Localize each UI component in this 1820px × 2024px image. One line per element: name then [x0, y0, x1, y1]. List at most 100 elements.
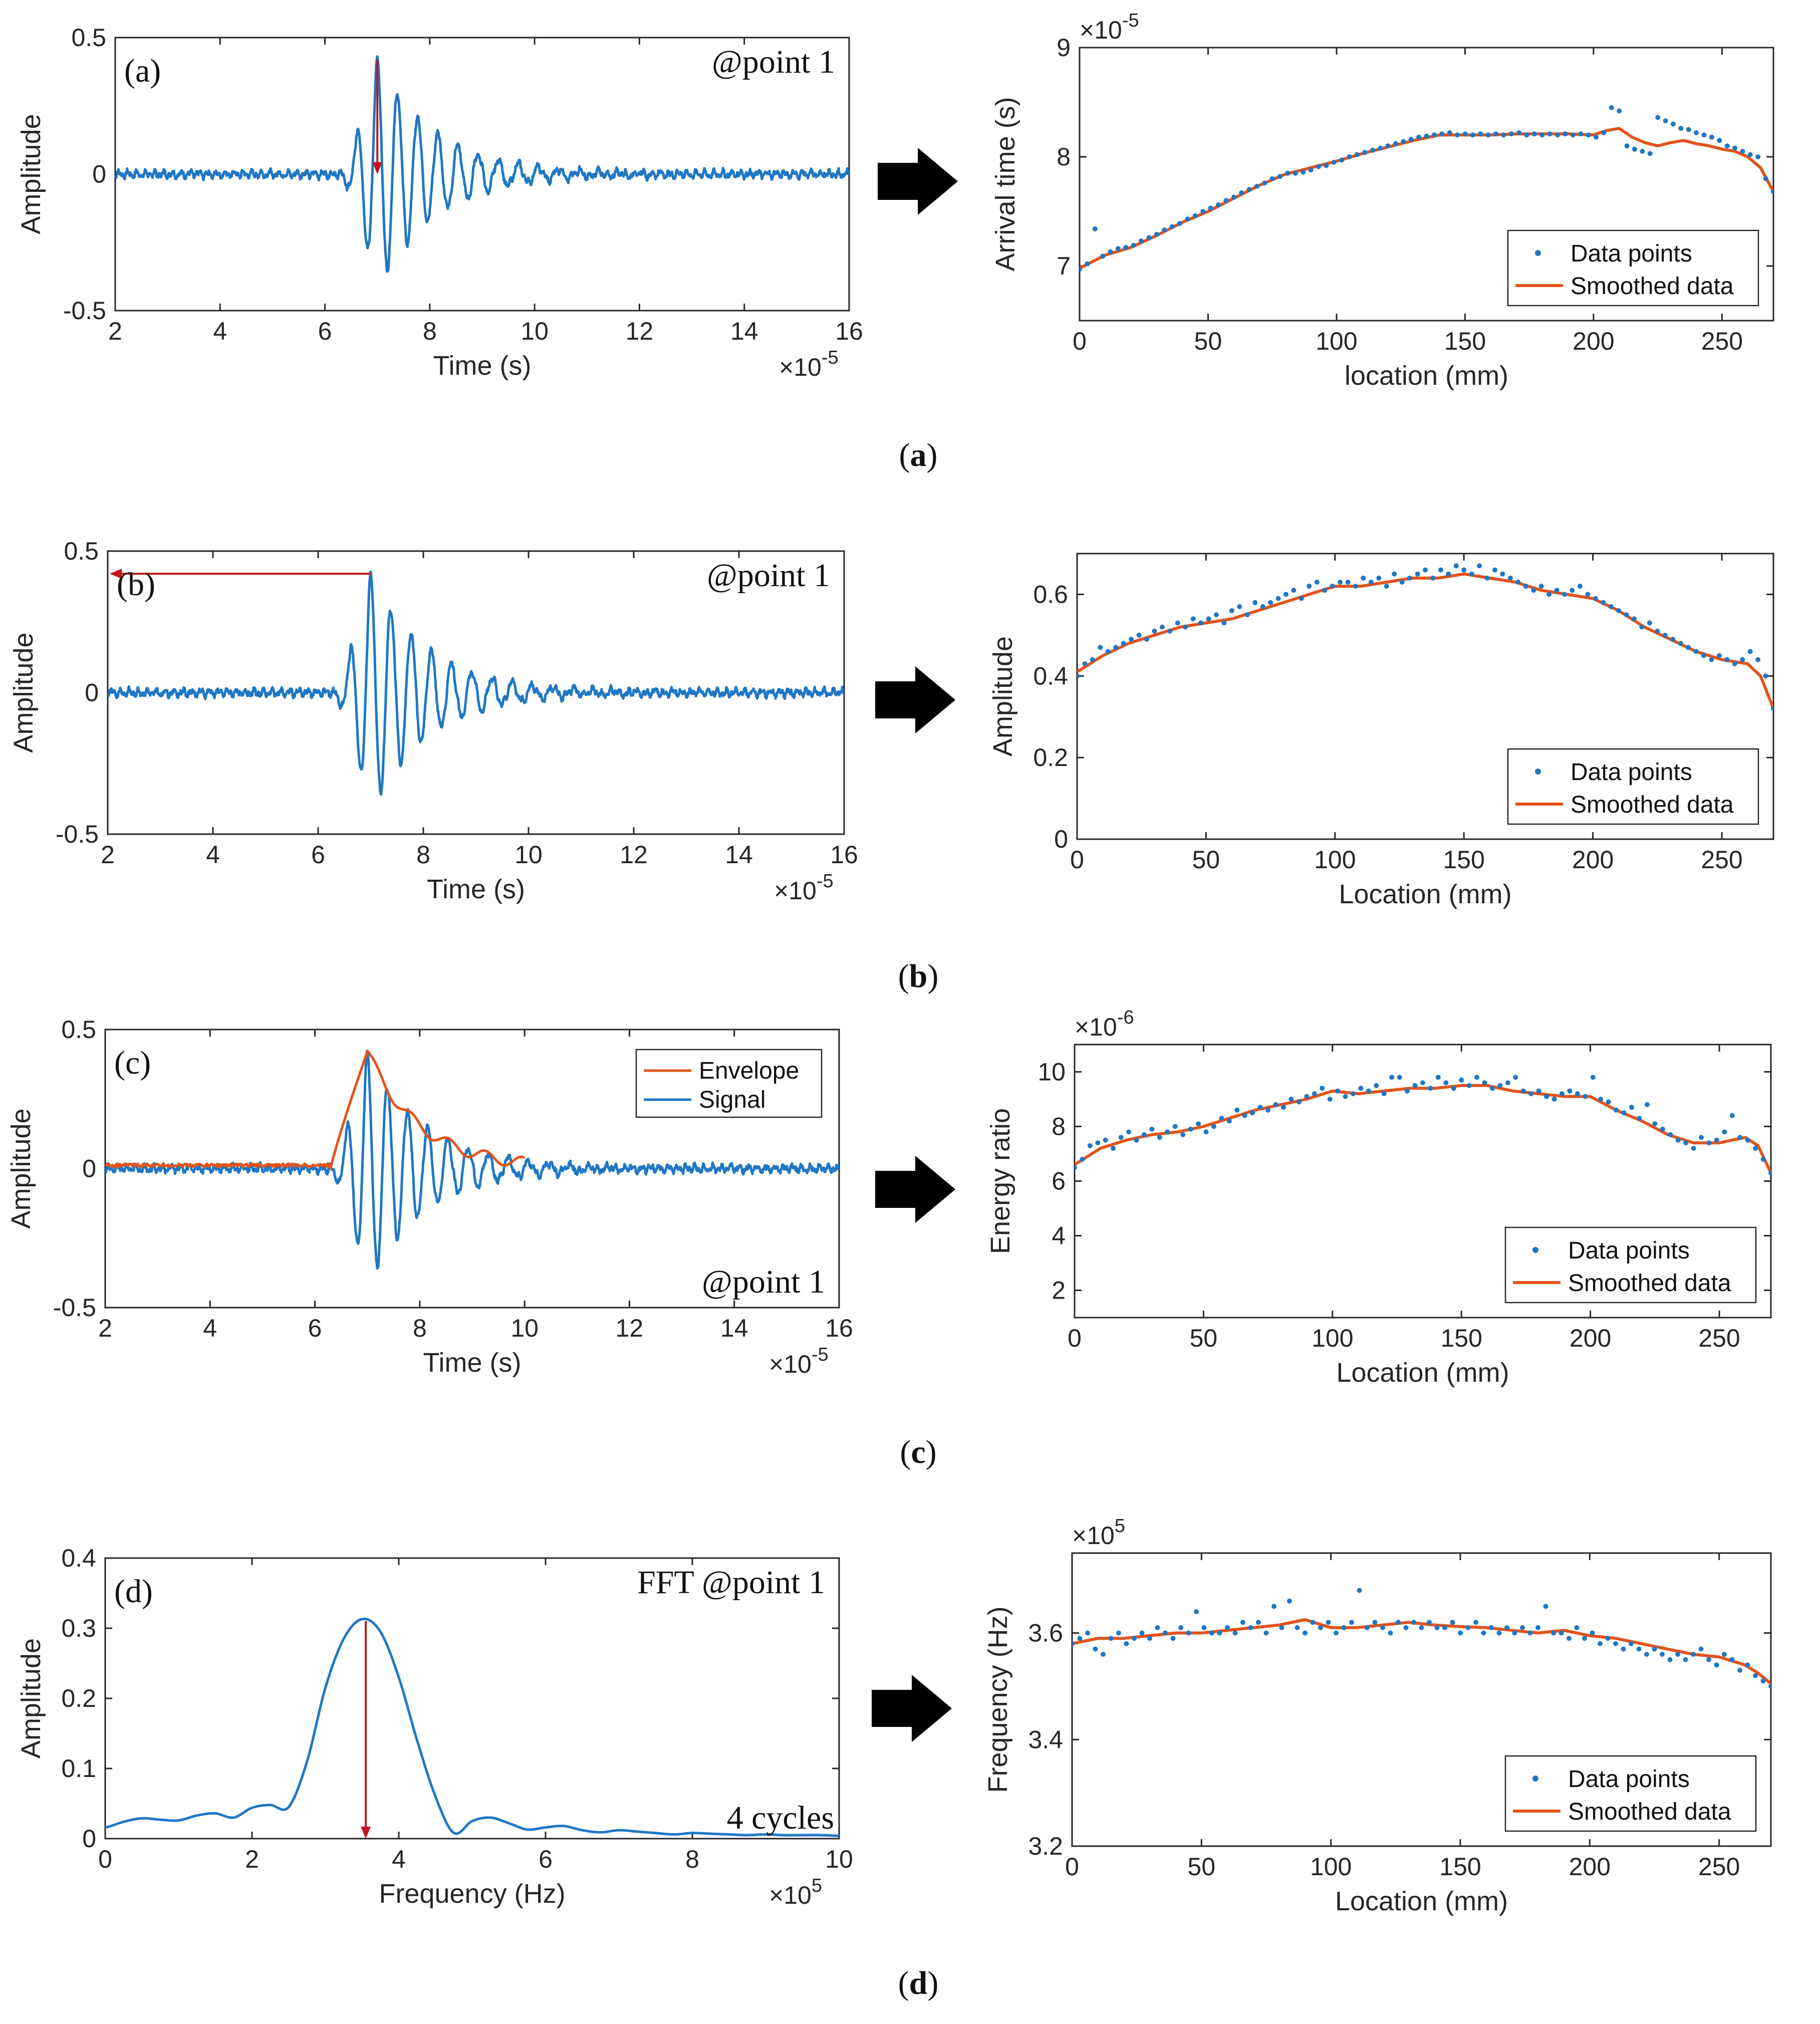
data-point — [1670, 637, 1676, 642]
data-point — [1755, 154, 1761, 159]
data-point — [1562, 592, 1567, 597]
data-point — [1232, 1630, 1238, 1636]
x-tick-label: 0 — [1073, 327, 1087, 355]
data-point — [1139, 238, 1144, 243]
data-point — [1629, 1105, 1634, 1110]
data-point — [1296, 1099, 1302, 1105]
data-point — [1288, 1097, 1294, 1102]
x-tick-label: 0 — [98, 1845, 112, 1873]
data-point — [1513, 1075, 1518, 1080]
data-point — [1370, 147, 1375, 153]
x-tick-label: 2 — [108, 317, 122, 345]
y-tick-label: 0 — [82, 1825, 96, 1853]
data-point — [1554, 588, 1559, 593]
x-tick-label: 2 — [98, 1314, 112, 1342]
data-point — [1118, 1135, 1124, 1140]
data-point — [1095, 1140, 1101, 1146]
data-point — [1113, 645, 1119, 650]
data-point — [1368, 580, 1374, 585]
data-point — [1242, 1113, 1247, 1118]
data-point — [1500, 571, 1505, 577]
data-point — [1501, 132, 1506, 138]
data-point — [1196, 1121, 1201, 1127]
x-tick-label: 2 — [245, 1845, 259, 1873]
y-axis-label: Amplitude — [9, 632, 39, 752]
data-point — [1593, 596, 1598, 601]
data-point — [1221, 620, 1227, 626]
data-point — [1384, 584, 1389, 589]
data-point — [1716, 653, 1722, 658]
data-point — [1508, 131, 1514, 137]
x-tick-label: 6 — [539, 1845, 553, 1873]
data-point — [1256, 1620, 1261, 1625]
y-tick-label: 0.5 — [61, 1016, 96, 1044]
x-axis-multiplier: ×10-5 — [769, 1344, 829, 1378]
annotation-text: @point 1 — [707, 557, 830, 594]
data-point — [1446, 571, 1451, 577]
data-point — [1216, 202, 1221, 207]
data-point — [1546, 592, 1552, 597]
data-point — [1760, 1156, 1766, 1162]
data-point — [1246, 187, 1252, 192]
data-point — [1647, 151, 1653, 156]
y-tick-label: 9 — [1057, 34, 1071, 62]
data-point — [1378, 145, 1383, 151]
data-point — [1082, 661, 1088, 666]
data-point — [1361, 575, 1366, 581]
plot-marks — [1072, 1588, 1771, 1689]
x-tick-label: 6 — [318, 317, 332, 345]
legend-label-points: Data points — [1568, 1766, 1690, 1793]
x-axis-multiplier: ×10-5 — [779, 347, 839, 381]
annotation-text: FFT @point 1 — [637, 1564, 825, 1601]
data-point — [1380, 1625, 1385, 1630]
note-text: 4 cycles — [727, 1800, 834, 1836]
data-point — [1320, 1086, 1325, 1091]
plot-marks — [1077, 563, 1773, 711]
data-point — [1544, 1094, 1549, 1099]
x-tick-label: 12 — [620, 841, 648, 869]
x-tick-label: 10 — [825, 1845, 853, 1873]
right-arrow-icon — [875, 666, 955, 733]
data-point — [1717, 138, 1722, 143]
data-point — [1308, 167, 1314, 173]
x-tick-label: 14 — [720, 1314, 748, 1342]
arrow-head-icon — [372, 162, 383, 174]
data-point — [1403, 1625, 1409, 1630]
data-point — [1693, 649, 1699, 654]
x-tick-label: 250 — [1698, 1853, 1740, 1881]
data-point — [1159, 624, 1165, 630]
x-tick-label: 10 — [521, 317, 549, 345]
data-point — [1231, 194, 1236, 200]
data-point — [1423, 567, 1428, 573]
data-point — [1108, 249, 1113, 255]
data-point — [1531, 131, 1537, 137]
x-tick-label: 16 — [835, 317, 863, 345]
data-point — [1466, 1083, 1472, 1088]
data-point — [1428, 1086, 1433, 1091]
x-tick-label: 16 — [825, 1314, 853, 1342]
data-point — [1201, 1625, 1207, 1630]
data-point — [1090, 657, 1095, 662]
legend-marker-points — [1535, 250, 1541, 256]
data-point — [1376, 575, 1382, 581]
y-tick-label: 4 — [1052, 1222, 1066, 1250]
data-point — [1331, 159, 1337, 165]
data-point — [1729, 1657, 1735, 1662]
data-point — [1590, 1630, 1595, 1636]
x-tick-label: 50 — [1188, 1853, 1216, 1881]
data-point — [1497, 1083, 1503, 1088]
x-tick-label: 200 — [1573, 327, 1614, 355]
data-point — [1469, 571, 1474, 577]
data-point — [1303, 1630, 1308, 1636]
data-point — [1662, 632, 1668, 638]
data-point — [1316, 164, 1322, 169]
data-point — [1392, 571, 1397, 577]
data-point — [1265, 1107, 1271, 1113]
data-point — [1424, 133, 1429, 139]
data-point — [1234, 1107, 1240, 1113]
data-point — [1559, 1091, 1565, 1097]
data-point — [1077, 673, 1080, 679]
data-point — [1621, 1110, 1627, 1116]
x-tick-label: 12 — [616, 1314, 644, 1342]
data-point — [1225, 1625, 1230, 1630]
